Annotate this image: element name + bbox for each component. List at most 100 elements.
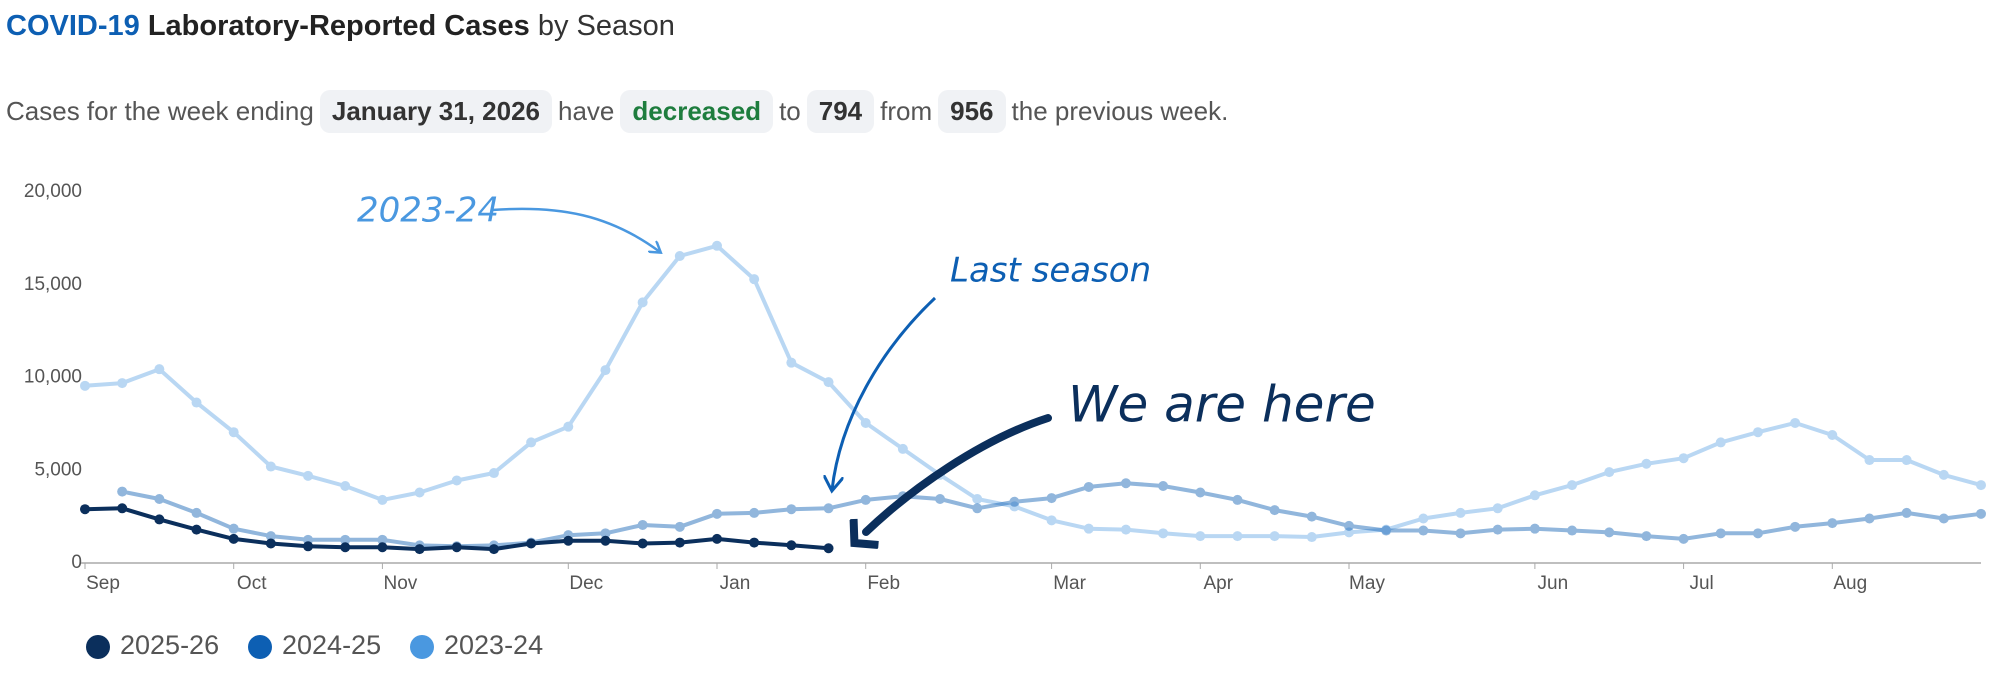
data-point xyxy=(860,494,871,505)
data-point xyxy=(1567,480,1578,491)
data-point xyxy=(712,508,722,519)
series xyxy=(80,503,834,555)
series xyxy=(80,240,1986,543)
data-point xyxy=(1158,481,1169,492)
data-point xyxy=(340,534,351,545)
series-line xyxy=(84,243,1982,539)
data-point xyxy=(1344,520,1354,531)
current-pill: 794 xyxy=(806,90,875,133)
data-point xyxy=(340,481,351,492)
data-point xyxy=(1938,513,1949,524)
data-point xyxy=(972,503,983,514)
data-point xyxy=(1455,507,1466,518)
x-tick-label: Aug xyxy=(1833,573,1867,594)
data-point xyxy=(414,487,425,498)
x-tick-label: May xyxy=(1349,573,1385,594)
annotation: Last season xyxy=(950,251,1151,291)
data-point xyxy=(637,519,648,530)
data-point xyxy=(1418,525,1429,536)
data-point xyxy=(1901,507,1912,518)
legend-swatch xyxy=(410,635,434,659)
data-point xyxy=(191,397,202,408)
data-point xyxy=(1938,469,1949,480)
data-point xyxy=(1232,531,1243,542)
data-point xyxy=(1752,528,1763,539)
x-tick-label: Jan xyxy=(720,573,751,594)
series xyxy=(117,478,1986,552)
data-point xyxy=(1120,524,1131,535)
data-point xyxy=(1790,521,1801,532)
summary-text: Cases for the week ending xyxy=(6,96,314,126)
y-tick-label: 0 xyxy=(71,552,82,573)
data-point xyxy=(377,542,388,553)
data-point xyxy=(1715,437,1726,448)
data-point xyxy=(1976,480,1986,491)
data-point xyxy=(786,540,797,551)
data-point xyxy=(191,507,202,518)
data-point xyxy=(488,468,499,479)
data-point xyxy=(377,534,388,545)
data-point xyxy=(1344,527,1354,538)
data-point xyxy=(712,240,722,251)
data-point xyxy=(1492,524,1503,535)
data-point xyxy=(1678,453,1689,464)
summary-text: have xyxy=(558,96,615,126)
data-point xyxy=(1827,518,1838,529)
summary: Cases for the week ending January 31, 202… xyxy=(6,90,1228,133)
data-point xyxy=(414,544,425,555)
data-point xyxy=(712,533,722,544)
annotation-arrow xyxy=(491,207,660,252)
y-tick-label: 20,000 xyxy=(24,181,82,202)
x-tick-label: Oct xyxy=(237,573,267,594)
y-tick-label: 15,000 xyxy=(24,274,82,295)
data-point xyxy=(451,475,462,486)
data-point xyxy=(563,421,574,432)
title-tail: by Season xyxy=(537,10,675,42)
data-point xyxy=(1752,427,1763,438)
data-point xyxy=(1641,458,1652,469)
data-point xyxy=(1046,493,1057,504)
data-point xyxy=(1083,523,1094,534)
data-point xyxy=(526,437,537,448)
data-point xyxy=(154,364,165,375)
x-tick-label: Jul xyxy=(1689,573,1713,594)
data-point xyxy=(600,365,611,376)
data-point xyxy=(1455,528,1466,539)
data-point xyxy=(303,541,314,552)
data-point xyxy=(897,443,908,454)
data-point xyxy=(860,417,871,428)
data-point xyxy=(154,514,165,525)
data-point xyxy=(1976,508,1986,519)
data-point xyxy=(600,535,611,546)
y-tick-label: 5,000 xyxy=(34,459,82,480)
data-point xyxy=(1083,481,1094,492)
header: COVID-19 Laboratory-Reported Cases by Se… xyxy=(6,10,675,43)
plot: 0 5,000 10,000 15,000 20,000 Sep Oct Nov Dec Jan F… xyxy=(24,181,1986,660)
data-point xyxy=(265,531,276,542)
data-point xyxy=(637,297,648,308)
data-point xyxy=(1009,496,1020,507)
title-lead: COVID-19 xyxy=(6,10,140,42)
data-point xyxy=(1678,533,1689,544)
x-tick-label: Mar xyxy=(1053,573,1086,594)
data-point xyxy=(1381,524,1392,535)
data-point xyxy=(117,486,128,497)
data-point xyxy=(1529,523,1540,534)
data-point xyxy=(1269,531,1280,542)
data-point xyxy=(265,461,276,472)
data-point xyxy=(749,274,760,285)
annotation: We are here xyxy=(1068,376,1376,434)
legend-swatch xyxy=(86,635,110,659)
series-line xyxy=(121,481,1982,549)
data-point xyxy=(749,507,760,518)
data-point xyxy=(1604,527,1615,538)
data-point xyxy=(117,503,128,514)
data-point xyxy=(1567,525,1578,536)
data-point xyxy=(786,357,797,368)
x-tick-label: Sep xyxy=(86,573,120,594)
data-point xyxy=(303,470,314,481)
legend-label: 2024-25 xyxy=(282,630,381,660)
data-point xyxy=(1827,430,1838,441)
data-point xyxy=(823,377,834,388)
